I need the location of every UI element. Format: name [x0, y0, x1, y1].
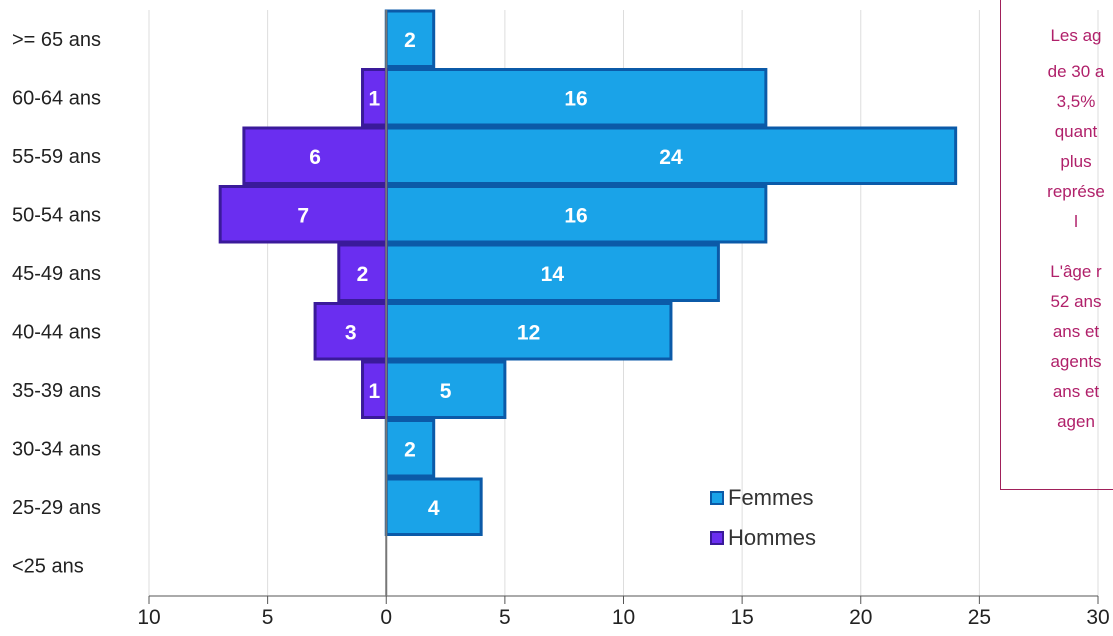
category-label: 40-44 ans: [12, 321, 101, 343]
data-label-hommes: 2: [357, 263, 369, 286]
data-label-femmes: 2: [404, 29, 416, 52]
data-label-femmes: 5: [440, 380, 452, 403]
x-tick-label: 15: [730, 606, 753, 629]
data-label-hommes: 7: [297, 204, 309, 227]
bar-hommes: [313, 302, 388, 361]
note-line: L'âge r: [1050, 262, 1102, 281]
category-label: 60-64 ans: [12, 87, 101, 109]
x-tick-label: 20: [849, 606, 872, 629]
category-label: 35-39 ans: [12, 380, 101, 402]
note-line: agen: [1057, 412, 1095, 431]
note-line: ans et: [1052, 382, 1100, 401]
bar-femmes: [384, 419, 436, 478]
x-tick-label: 5: [262, 606, 274, 629]
bar-femmes: [384, 185, 768, 244]
data-label-femmes: 16: [564, 87, 587, 110]
category-label: >= 65 ans: [12, 29, 101, 51]
legend-item-femmes: Femmes: [710, 478, 816, 518]
bar-hommes: [218, 185, 388, 244]
category-label: <25 ans: [12, 555, 84, 577]
bar-hommes: [242, 126, 388, 185]
note-line: de 30 a: [1047, 62, 1105, 81]
data-label-hommes: 3: [345, 321, 357, 344]
data-label-femmes: 4: [428, 497, 440, 520]
category-label: 55-59 ans: [12, 146, 101, 168]
note-line: Les ag: [1050, 26, 1102, 45]
bar-femmes: [384, 68, 768, 127]
data-label-hommes: 1: [369, 380, 381, 403]
x-tick-label: 10: [612, 606, 635, 629]
legend: Femmes Hommes: [710, 478, 816, 558]
note-line: agents: [1050, 352, 1102, 371]
data-label-femmes: 14: [541, 263, 565, 286]
note-line: ans et: [1052, 322, 1100, 341]
data-label-hommes: 1: [369, 87, 381, 110]
note-line: 52 ans: [1050, 292, 1102, 311]
legend-swatch-femmes: [710, 491, 724, 505]
x-tick-label: 10: [137, 606, 160, 629]
note-line: l: [1074, 212, 1078, 231]
category-label: 25-29 ans: [12, 497, 101, 519]
category-label: 30-34 ans: [12, 438, 101, 460]
data-label-femmes: 2: [404, 438, 416, 461]
note-line: 3,5%: [1056, 92, 1096, 111]
bar-hommes: [337, 243, 388, 302]
legend-swatch-hommes: [710, 531, 724, 545]
bar-femmes: [384, 243, 720, 302]
category-label: 50-54 ans: [12, 204, 101, 226]
annotation-box: Les ag de 30 a 3,5% quant plus représe l…: [1000, 0, 1113, 490]
note-line: représe: [1047, 182, 1105, 201]
bar-femmes: [384, 126, 958, 185]
note-line: quant: [1054, 122, 1098, 141]
data-label-femmes: 12: [517, 321, 540, 344]
x-tick-label: 0: [380, 606, 392, 629]
x-tick-label: 5: [499, 606, 511, 629]
legend-label-femmes: Femmes: [728, 485, 814, 510]
data-label-femmes: 24: [659, 146, 683, 169]
note-line: plus: [1060, 152, 1092, 171]
legend-item-hommes: Hommes: [710, 518, 816, 558]
x-tick-label: 25: [968, 606, 991, 629]
bar-femmes: [384, 302, 673, 361]
data-label-hommes: 6: [309, 146, 321, 169]
x-tick-label: 30: [1086, 606, 1109, 629]
bar-femmes: [384, 360, 507, 419]
legend-label-hommes: Hommes: [728, 525, 817, 550]
category-label: 45-49 ans: [12, 263, 101, 285]
data-label-femmes: 16: [564, 204, 587, 227]
